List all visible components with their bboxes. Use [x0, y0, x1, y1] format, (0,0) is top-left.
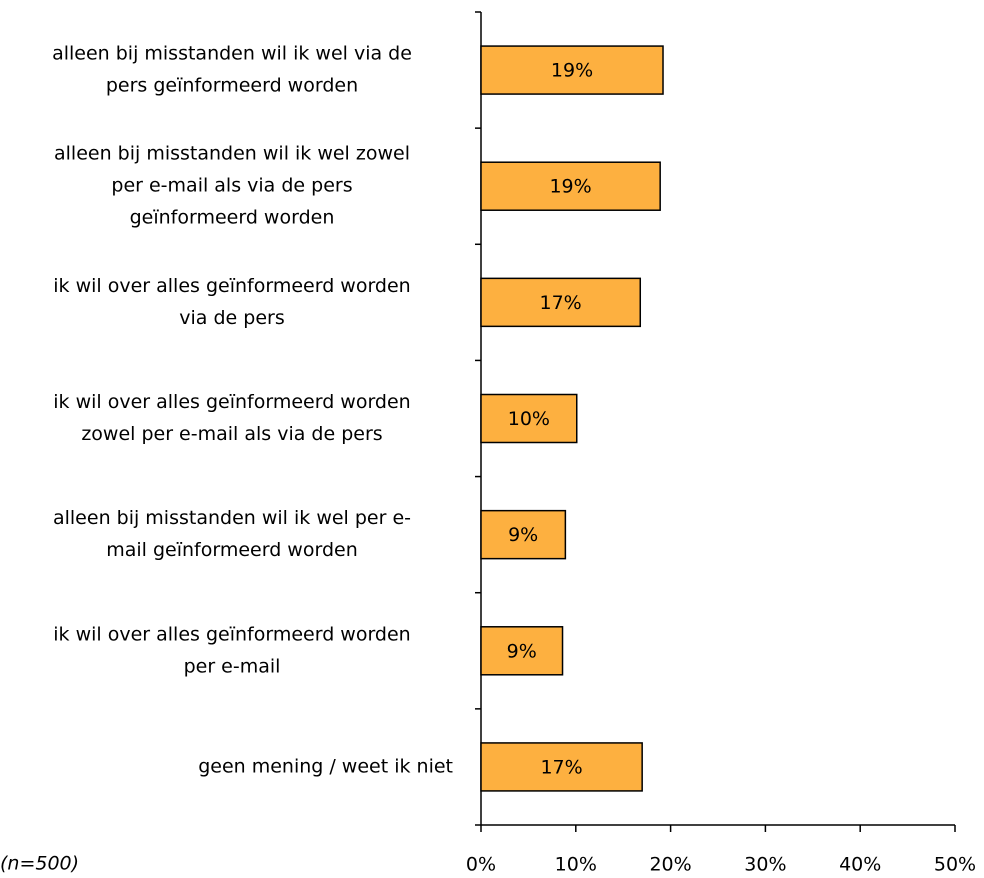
y-tick-label: via de pers	[179, 307, 284, 329]
y-tick-label: zowel per e-mail als via de pers	[81, 423, 382, 445]
data-label: 10%	[508, 408, 550, 430]
y-tick-label: ik wil over alles geïnformeerd worden	[53, 275, 410, 297]
x-tick-label: 50%	[934, 854, 976, 876]
y-tick-label: pers geïnformeerd worden	[106, 75, 358, 97]
y-tick-label: mail geïnformeerd worden	[106, 539, 358, 561]
data-label: 19%	[551, 60, 593, 82]
data-label: 17%	[540, 756, 582, 778]
x-tick-label: 30%	[744, 854, 786, 876]
y-tick-label: geïnformeerd worden	[130, 207, 335, 229]
x-tick-label: 0%	[466, 854, 496, 876]
y-tick-label: per e-mail	[184, 655, 281, 677]
data-label: 19%	[549, 176, 591, 198]
bar	[480, 742, 643, 792]
bar	[480, 509, 567, 560]
bar	[480, 277, 642, 328]
y-tick-label: alleen bij misstanden wil ik wel zowel	[54, 143, 410, 165]
bar	[480, 45, 664, 95]
x-tick-label: 10%	[555, 854, 597, 876]
x-tick-label: 40%	[839, 854, 881, 876]
y-tick-label: ik wil over alles geïnformeerd worden	[53, 391, 410, 413]
y-tick-label: geen mening / weet ik niet	[198, 755, 453, 777]
y-tick-label: alleen bij misstanden wil ik wel via de	[52, 43, 412, 65]
bar	[480, 161, 661, 211]
data-label: 9%	[508, 524, 538, 546]
y-tick-label: per e-mail als via de pers	[111, 175, 352, 197]
x-tick-label: 20%	[649, 854, 691, 876]
annotation: (n=500)	[0, 853, 79, 875]
data-label: 9%	[507, 640, 537, 662]
y-tick-label: alleen bij misstanden wil ik wel per e-	[53, 507, 411, 529]
bar	[480, 393, 578, 444]
y-tick-label: ik wil over alles geïnformeerd worden	[53, 623, 410, 645]
data-label: 17%	[540, 292, 582, 314]
bar	[480, 626, 564, 676]
